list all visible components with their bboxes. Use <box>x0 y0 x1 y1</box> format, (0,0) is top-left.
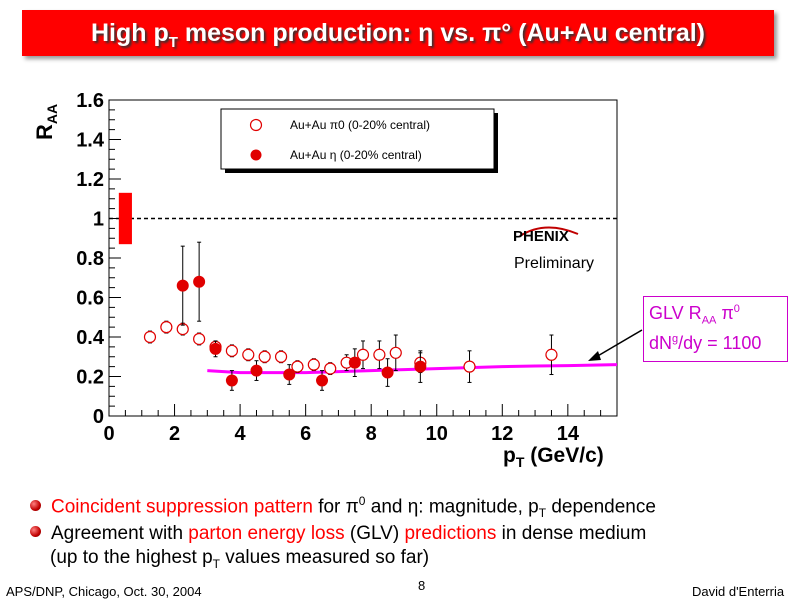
pi0-data-point <box>225 344 239 357</box>
x-tick-label: 4 <box>235 423 247 445</box>
y-tick-label: 0 <box>93 406 104 428</box>
pi0-data-point <box>258 350 271 363</box>
bullet-3-text: (up to the highest p <box>50 547 213 568</box>
eta-data-point <box>176 279 189 292</box>
x-axis-title: pT (GeV/c) <box>503 444 604 470</box>
glv-text2: dN <box>649 333 673 353</box>
bullet-1-text2: and η: magnitude, p <box>365 496 539 518</box>
eta-data-point <box>316 374 329 387</box>
y-tick-label: 1 <box>93 209 104 231</box>
preliminary-label: Preliminary <box>514 255 595 272</box>
pi0-data-point <box>160 321 173 334</box>
eta-data-point <box>225 374 238 387</box>
y-tick-label: 0.6 <box>76 288 104 310</box>
bullet-1-text: for π <box>312 496 359 518</box>
slide-title: High pT meson production: η vs. π° (Au+A… <box>22 19 774 51</box>
legend-eta-marker <box>250 149 262 161</box>
x-axis-title-rest: (GeV/c) <box>524 444 603 467</box>
bullet-2-text: Agreement with <box>51 523 189 544</box>
pi0-data-point <box>356 348 370 361</box>
x-tick-label: 10 <box>426 423 448 445</box>
eta-data-point <box>381 366 394 379</box>
pi0-data-point <box>291 360 304 373</box>
pi0-data-point <box>274 350 288 363</box>
legend-eta-label: Au+Au η (0-20% central) <box>290 148 422 162</box>
title-rest: meson production: η vs. π° (Au+Au centra… <box>177 19 706 47</box>
x-tick-label: 2 <box>169 423 180 445</box>
glv-sup2: g <box>672 333 679 345</box>
eta-data-point <box>283 368 296 381</box>
bullet-2-highlight-1: parton energy loss <box>188 523 345 544</box>
glv-annotation-box: GLV RAA π0 dNg/dy = 1100 <box>643 296 788 362</box>
x-tick-label: 8 <box>366 423 377 445</box>
bullet-dot-icon <box>30 499 41 511</box>
eta-data-point <box>193 275 206 288</box>
y-axis-title-sub: AA <box>44 104 60 124</box>
bullet-1-highlight: Coincident suppression pattern <box>51 496 313 518</box>
glv-text-end: π <box>716 303 734 323</box>
title-bar: High pT meson production: η vs. π° (Au+A… <box>22 10 774 56</box>
bullet-2-continuation: (up to the highest pT values measured so… <box>50 547 429 571</box>
x-tick-label: 12 <box>491 423 513 445</box>
x-axis-title-sub: T <box>516 454 525 470</box>
glv-text: GLV R <box>649 303 702 323</box>
y-tick-label: 0.2 <box>76 367 104 389</box>
glv-theory-curve <box>207 363 618 375</box>
legend-box <box>220 108 495 170</box>
glv-text2-end: /dy = 1100 <box>678 333 762 353</box>
pi0-data-point <box>307 358 320 371</box>
page-number: 8 <box>418 578 426 593</box>
pi0-data-point <box>242 348 255 361</box>
y-tick-label: 0.4 <box>76 327 105 349</box>
y-axis-title: RAA <box>32 104 60 140</box>
bullet-2-text3: in dense medium <box>496 523 647 544</box>
bullet-1-sup: 0 <box>358 494 366 508</box>
phenix-logo: PHENIX <box>513 228 569 245</box>
bullet-1-text3: dependence <box>546 496 656 518</box>
glv-sup: 0 <box>733 303 740 315</box>
bullet-1-sub: T <box>538 506 547 521</box>
x-tick-label: 14 <box>557 423 580 445</box>
glv-arrowhead-icon <box>588 351 601 361</box>
pi0-data-point <box>143 330 157 344</box>
y-tick-label: 1.6 <box>76 90 104 112</box>
bullet-dot-icon <box>30 526 41 538</box>
eta-data-point <box>414 360 427 373</box>
pi0-data-point <box>324 362 337 375</box>
phenix-swoosh-icon <box>519 226 579 237</box>
legend-pi0-label: Au+Au π0 (0-20% central) <box>290 118 430 132</box>
footer-left: APS/DNP, Chicago, Oct. 30, 2004 <box>6 584 202 599</box>
eta-data-point <box>348 356 361 369</box>
bullet-3-sub: T <box>212 556 221 571</box>
pi0-data-point <box>463 360 476 373</box>
pi0-data-point <box>373 348 386 361</box>
x-tick-label: 6 <box>300 423 311 445</box>
title-part: High p <box>90 19 169 47</box>
pi0-data-point <box>193 332 206 346</box>
title-subscript: T <box>168 34 178 51</box>
eta-data-point <box>250 364 263 377</box>
bullet-2: Agreement with parton energy loss (GLV) … <box>30 523 646 545</box>
normalization-error-box <box>118 192 132 245</box>
glv-arrow-shaft <box>595 329 643 358</box>
bullet-3-text2: values measured so far) <box>220 547 430 568</box>
glv-sub: AA <box>701 314 717 327</box>
bullet-2-text2: (GLV) <box>344 523 405 544</box>
eta-data-point <box>209 342 222 355</box>
x-tick-label: 0 <box>103 423 114 445</box>
bullet-1: Coincident suppression pattern for π0 an… <box>30 494 656 520</box>
glv-line-2: dNg/dy = 1100 <box>649 333 761 354</box>
glv-line-1: GLV RAA π0 <box>649 303 740 327</box>
pi0-data-point <box>389 346 402 359</box>
pi0-data-point <box>545 348 558 361</box>
y-tick-label: 0.8 <box>76 248 104 270</box>
footer-right: David d'Enterria <box>692 584 785 599</box>
legend-pi0-marker <box>249 118 263 132</box>
y-tick-label: 1.4 <box>76 130 105 152</box>
bullet-2-highlight-2: predictions <box>404 523 497 544</box>
y-tick-label: 1.2 <box>76 169 104 191</box>
